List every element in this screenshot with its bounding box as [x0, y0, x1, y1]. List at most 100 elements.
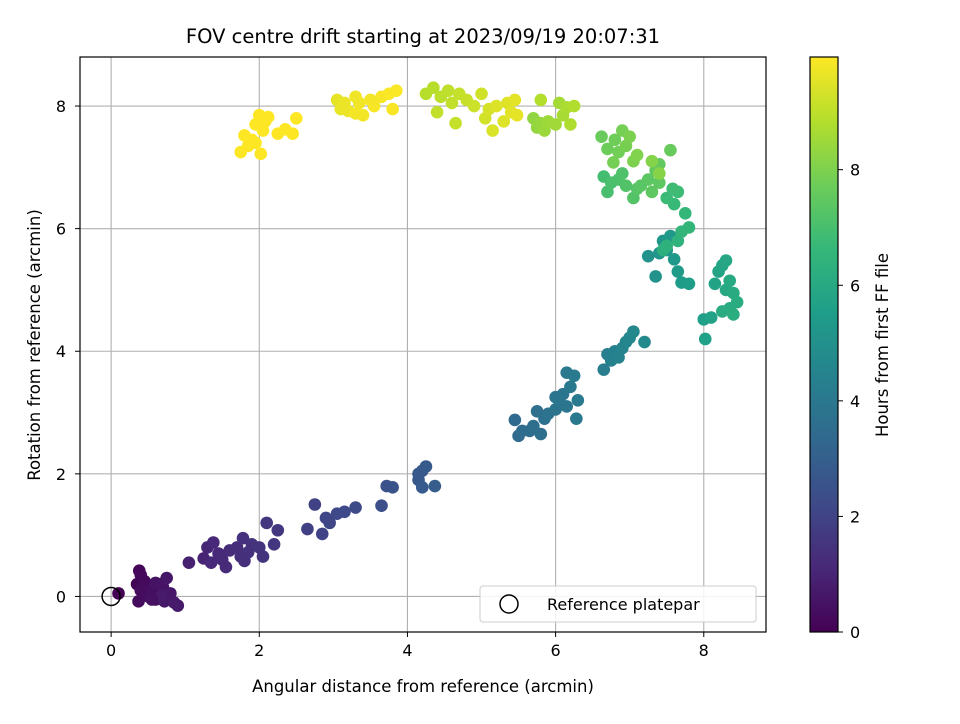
scatter-point	[375, 499, 388, 513]
scatter-point	[349, 501, 362, 514]
scatter-point	[171, 599, 185, 612]
y-axis-ticks: 0 2 4 6 8	[56, 97, 80, 606]
scatter-point	[534, 427, 548, 441]
scatter-point	[534, 93, 548, 107]
scatter-point	[630, 148, 644, 162]
scatter-point	[653, 176, 666, 189]
chart-title: FOV centre drift starting at 2023/09/19 …	[186, 25, 660, 48]
reference-platepar-marker	[101, 586, 121, 607]
scatter-point	[549, 118, 562, 131]
scatter-point	[204, 556, 218, 570]
scatter-point	[132, 595, 145, 608]
scatter-point	[241, 546, 255, 559]
scatter-point	[315, 527, 329, 541]
scatter-point	[564, 380, 577, 394]
scatter-point	[155, 590, 168, 603]
scatter-point	[666, 182, 679, 196]
scatter-point	[271, 523, 285, 537]
scatter-point	[641, 173, 655, 186]
x-axis-ticks: 0 2 4 6 8	[106, 632, 709, 660]
scatter-point	[645, 154, 659, 168]
scatter-point	[664, 143, 677, 157]
scatter-point	[486, 124, 499, 137]
scatter-point	[607, 156, 620, 169]
scatter-point	[323, 516, 336, 530]
colorbar-tick-label: 4	[850, 392, 860, 411]
legend: Reference platepar	[479, 585, 757, 623]
scatter-point	[567, 99, 581, 113]
plot-frame	[79, 56, 767, 633]
legend-marker-icon	[499, 594, 519, 614]
scatter-point	[290, 112, 303, 125]
scatter-point	[349, 107, 362, 120]
y-tick-label: 6	[56, 220, 66, 239]
scatter-point	[412, 467, 425, 481]
scatter-point	[490, 99, 503, 113]
scatter-point	[508, 93, 522, 107]
legend-label: Reference platepar	[547, 595, 700, 614]
scatter-point	[730, 295, 744, 309]
scatter-point	[567, 369, 581, 383]
scatter-point	[698, 332, 712, 346]
scatter-point	[308, 498, 322, 511]
scatter-point	[715, 305, 729, 318]
y-tick-label: 2	[56, 465, 66, 484]
legend-box	[479, 585, 757, 623]
scatter-point	[475, 87, 488, 101]
scatter-point	[608, 133, 622, 147]
scatter-point	[386, 102, 399, 116]
scatter-point	[682, 277, 696, 291]
scatter-point	[560, 400, 574, 413]
scatter-point	[638, 335, 651, 349]
scatter-point	[249, 136, 262, 150]
scatter-point	[256, 550, 270, 563]
colorbar-ticks: 0 2 4 6 8	[838, 161, 860, 642]
scatter-point	[149, 576, 162, 590]
scatter-point	[415, 481, 429, 494]
scatter-point	[112, 587, 125, 600]
colorbar-tick-label: 6	[850, 276, 860, 295]
colorbar	[810, 57, 838, 632]
scatter-point	[619, 179, 633, 193]
scatter-point	[682, 221, 696, 234]
scatter-point	[678, 207, 692, 220]
scatter-point	[723, 274, 736, 288]
scatter-point	[719, 254, 733, 267]
scatter-point	[445, 96, 459, 110]
scatter-point	[236, 531, 250, 545]
scatter-point	[419, 87, 433, 101]
x-tick-label: 8	[699, 641, 709, 660]
scatter-point	[570, 412, 583, 425]
scatter-point	[704, 311, 718, 324]
y-tick-label: 4	[56, 342, 66, 361]
scatter-point	[549, 390, 562, 404]
scatter-point	[660, 191, 674, 205]
x-axis-label: Angular distance from reference (arcmin)	[252, 677, 594, 696]
scatter-point	[649, 270, 662, 283]
scatter-point	[260, 516, 273, 530]
scatter-point	[386, 481, 399, 494]
scatter-point	[207, 536, 220, 549]
scatter-point	[254, 147, 268, 161]
scatter-point	[286, 127, 299, 140]
scatter-point	[667, 252, 681, 266]
scatter-point	[597, 363, 611, 376]
scatter-point	[428, 479, 442, 493]
scatter-point	[219, 560, 233, 574]
y-tick-label: 8	[56, 97, 66, 116]
scatter-point	[645, 185, 659, 199]
scatter-point	[641, 249, 655, 263]
scatter-point	[267, 538, 281, 551]
scatter-point	[338, 505, 351, 519]
scatter-point	[708, 277, 722, 291]
scatter-point	[301, 522, 314, 536]
colorbar-tick-label: 2	[850, 507, 860, 526]
scatter-point	[660, 239, 674, 253]
scatter-point	[145, 593, 159, 606]
scatter-point	[430, 105, 444, 119]
scatter-point	[390, 84, 403, 98]
x-tick-label: 2	[254, 641, 264, 660]
scatter-point	[497, 115, 511, 128]
